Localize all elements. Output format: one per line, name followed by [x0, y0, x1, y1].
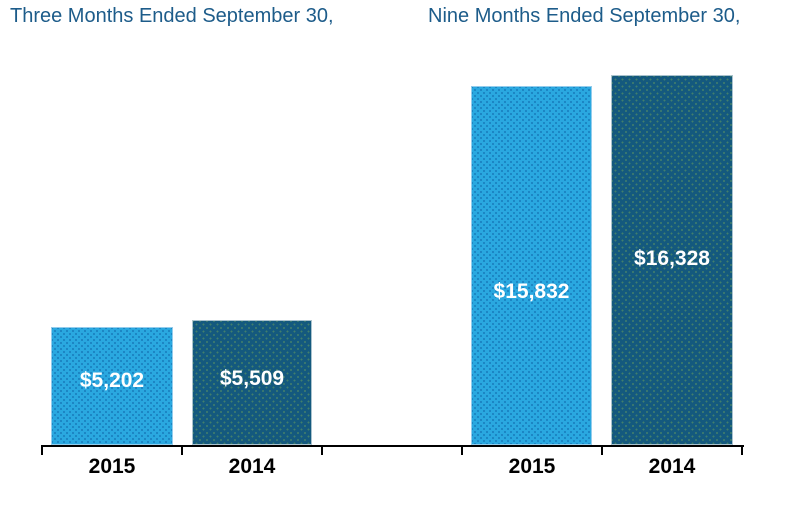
bar-group2-2015: $15,832 [471, 86, 592, 445]
x-axis-tick [461, 445, 463, 455]
x-axis-tick [321, 445, 323, 455]
x-axis-tick [741, 445, 743, 455]
bar-value-label: $16,328 [634, 247, 710, 270]
x-axis-tick [181, 445, 183, 455]
bar-group1-2014: $5,509 [192, 320, 312, 445]
x-axis-label-2015: 2015 [88, 455, 136, 478]
left-group-title: Three Months Ended September 30, [10, 5, 334, 27]
x-axis-tick [41, 445, 43, 455]
bar-group2-2014: $16,328 [611, 75, 733, 445]
x-axis-label-2015: 2015 [508, 455, 556, 478]
bar-value-label: $5,509 [219, 367, 285, 390]
right-group-title: Nine Months Ended September 30, [428, 5, 741, 27]
x-axis-line [42, 445, 744, 447]
bar-value-label: $5,202 [79, 369, 145, 392]
x-axis-tick [601, 445, 603, 455]
x-axis-label-2014: 2014 [648, 455, 696, 478]
bar-group1-2015: $5,202 [51, 327, 173, 445]
bar-value-label: $15,832 [493, 280, 570, 303]
x-axis-label-2014: 2014 [228, 455, 276, 478]
